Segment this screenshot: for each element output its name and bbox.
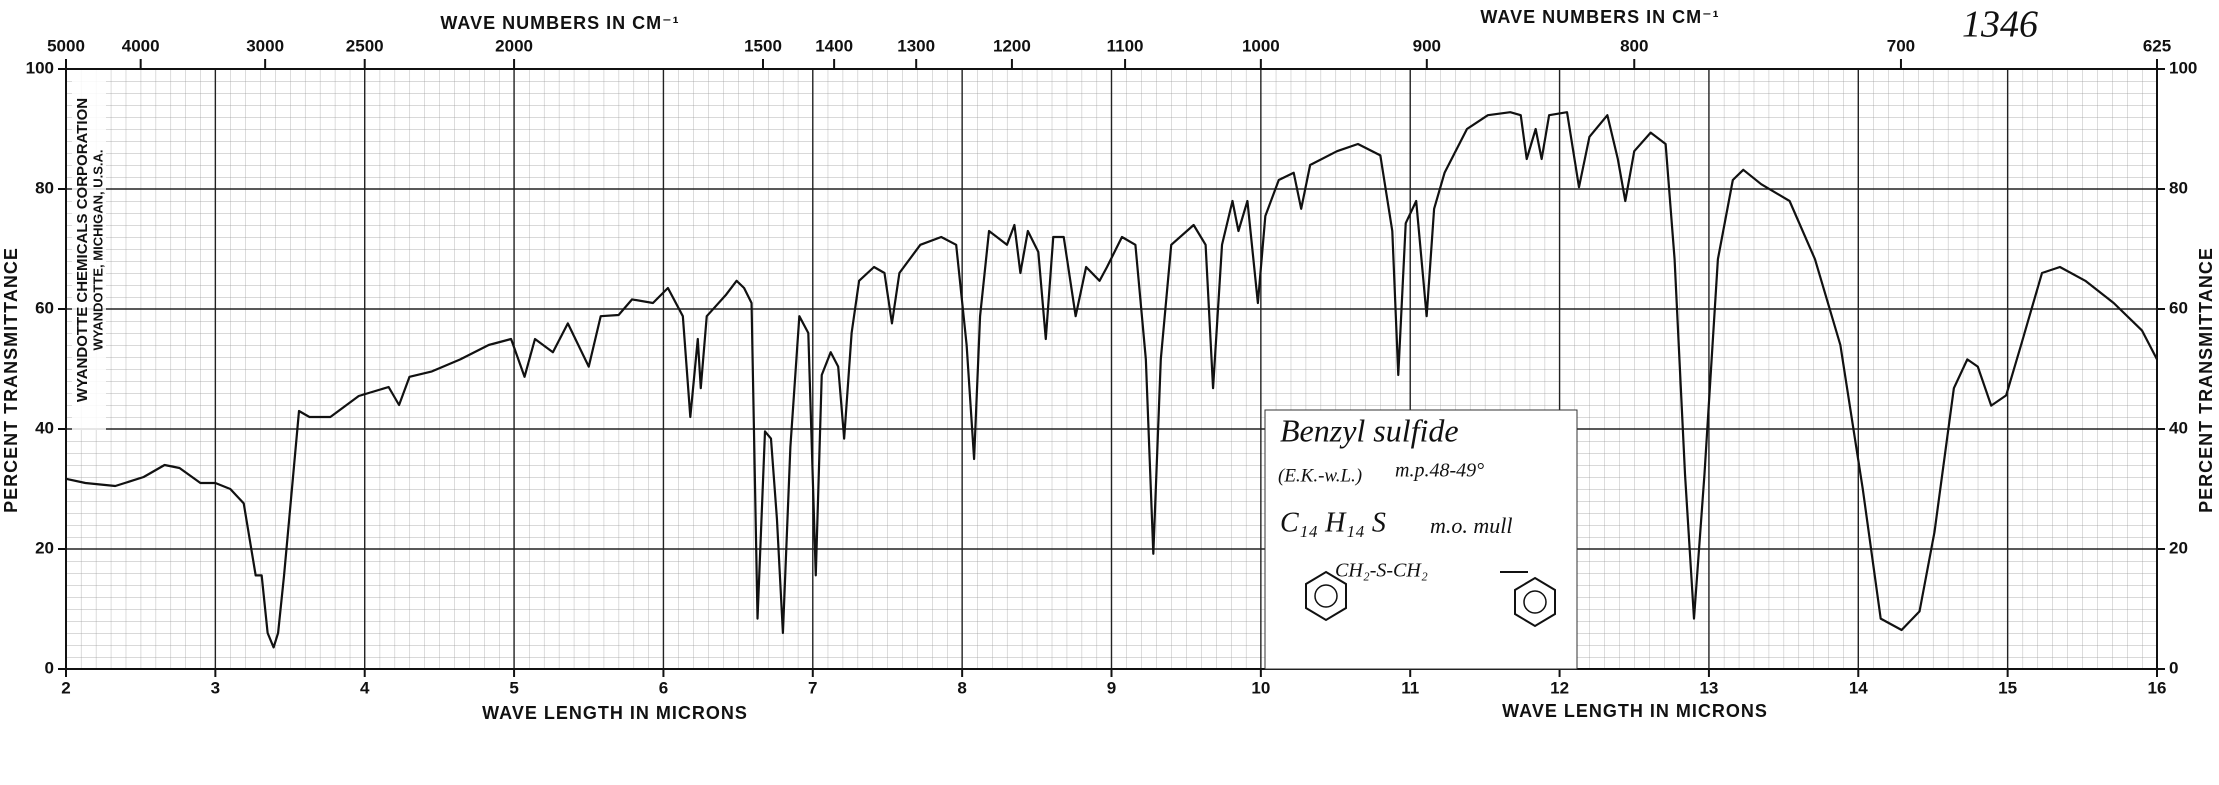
y2-tick-label: 80 xyxy=(2169,178,2188,197)
x2-tick-label: 800 xyxy=(1620,36,1648,55)
benzene-ring xyxy=(1305,570,1347,622)
y-tick-label: 20 xyxy=(35,538,54,557)
sample-name: Benzyl sulfide xyxy=(1280,412,1459,448)
data-layer xyxy=(65,111,2158,649)
x-tick-label: 5 xyxy=(509,678,518,697)
x-tick-label: 2 xyxy=(61,678,70,697)
y2-tick-label: 0 xyxy=(2169,658,2178,677)
y2-tick-label: 40 xyxy=(2169,418,2188,437)
axis-layer: 0 0 20 20 40 40 60 60 80 80 100 100 2 3 4 5 6 7 8 9 10 11 12 13… xyxy=(26,36,2198,697)
x2-tick-label: 900 xyxy=(1413,36,1441,55)
x-tick-label: 6 xyxy=(659,678,668,697)
benzene-ring-center xyxy=(1314,584,1338,608)
benzene-ring-center xyxy=(1523,590,1547,614)
x-tick-label: 3 xyxy=(211,678,220,697)
x-tick-label: 9 xyxy=(1107,678,1116,697)
spectrum-line xyxy=(65,111,2158,649)
x-tick-label: 10 xyxy=(1251,678,1270,697)
company-address: WYANDOTTE, MICHIGAN, U.S.A. xyxy=(90,149,105,350)
x-tick-label: 14 xyxy=(1849,678,1868,697)
sample-formula: C₁₄ H₁₄ S xyxy=(1280,507,1386,538)
y2-tick-label: 20 xyxy=(2169,538,2188,557)
catalog-number: 1346 xyxy=(1962,4,2038,46)
benzene-ring xyxy=(1514,576,1556,628)
x-tick-label: 8 xyxy=(957,678,966,697)
x2-tick-label: 1400 xyxy=(815,36,853,55)
y-tick-label: 100 xyxy=(26,58,54,77)
x2-tick-label: 1300 xyxy=(897,36,935,55)
x2-tick-label: 1200 xyxy=(993,36,1031,55)
sample-medium: m.o. mull xyxy=(1430,513,1513,538)
x-axis-title: WAVE LENGTH IN MICRONS xyxy=(1502,701,1768,721)
x2-tick-label: 1100 xyxy=(1107,36,1144,55)
x2-tick-label: 5000 xyxy=(47,36,85,55)
y-axis-title: PERCENT TRANSMITTANCE xyxy=(1,247,21,513)
x-tick-label: 13 xyxy=(1699,678,1718,697)
sample-melting-point: m.p.48-49° xyxy=(1395,460,1484,482)
y-tick-label: 60 xyxy=(35,298,54,317)
company-imprint: WYANDOTTE CHEMICALS CORPORATION WYANDOTT… xyxy=(72,70,106,430)
x-tick-label: 12 xyxy=(1550,678,1569,697)
grid-layer xyxy=(65,68,2158,670)
x2-tick-label: 2500 xyxy=(346,36,384,55)
y-tick-label: 0 xyxy=(45,658,54,677)
x-axis-title: WAVE LENGTH IN MICRONS xyxy=(482,703,748,723)
x2-axis-title: WAVE NUMBERS IN CM⁻¹ xyxy=(1480,7,1719,27)
sample-structure: CH₂-S-CH₂ xyxy=(1335,560,1428,582)
y2-axis-title: PERCENT TRANSMITTANCE xyxy=(2196,247,2216,513)
x2-tick-label: 625 xyxy=(2143,36,2171,55)
x2-tick-label: 2000 xyxy=(495,36,533,55)
x2-tick-label: 4000 xyxy=(122,36,160,55)
sample-source: (E.K.-w.L.) xyxy=(1278,465,1362,486)
x-tick-label: 11 xyxy=(1401,678,1419,697)
imprint-background xyxy=(72,70,106,430)
x2-tick-label: 1500 xyxy=(744,36,782,55)
plot-frame xyxy=(65,68,2158,670)
company-name: WYANDOTTE CHEMICALS CORPORATION xyxy=(74,98,91,402)
x-tick-label: 15 xyxy=(1998,678,2017,697)
x2-tick-label: 3000 xyxy=(246,36,284,55)
sample-label-box xyxy=(1264,409,1578,670)
x2-tick-label: 1000 xyxy=(1242,36,1280,55)
x-tick-label: 7 xyxy=(808,678,817,697)
y2-tick-label: 60 xyxy=(2169,298,2188,317)
y2-tick-label: 100 xyxy=(2169,58,2197,77)
x-tick-label: 16 xyxy=(2148,678,2167,697)
x2-tick-label: 700 xyxy=(1887,36,1915,55)
sample-label: Benzyl sulfide (E.K.-w.L.) m.p.48-49° C₁… xyxy=(1264,409,1578,670)
x2-axis-title: WAVE NUMBERS IN CM⁻¹ xyxy=(440,13,679,33)
x-tick-label: 4 xyxy=(360,678,370,697)
y-tick-label: 80 xyxy=(35,178,54,197)
y-tick-label: 40 xyxy=(35,418,54,437)
